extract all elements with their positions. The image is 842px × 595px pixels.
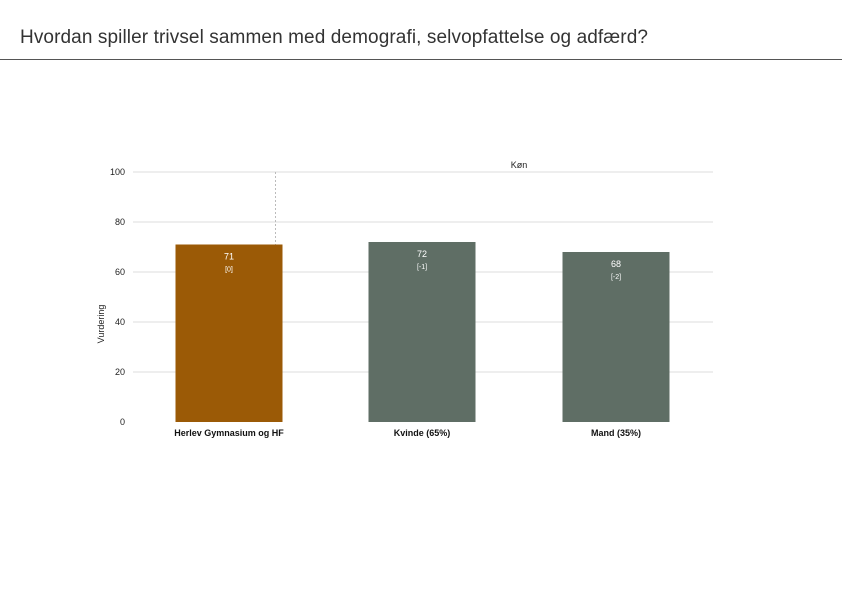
bar: [562, 252, 670, 422]
bar-diff-label: [-2]: [611, 274, 621, 281]
bar: [175, 244, 283, 422]
category-labels: Herlev Gymnasium og HF Kvinde (65%) Mand (…: [174, 428, 641, 438]
y-tick-label: 40: [115, 317, 125, 327]
y-tick-label: 0: [120, 417, 125, 427]
y-tick-label: 80: [115, 217, 125, 227]
bar-value-label: 68: [611, 259, 621, 269]
y-axis-ticks: 0 20 40 60 80 100: [110, 167, 125, 427]
category-label: Herlev Gymnasium og HF: [174, 428, 284, 438]
bar-value-label: 72: [417, 249, 427, 259]
page-title: Hvordan spiller trivsel sammen med demog…: [20, 27, 649, 48]
y-axis-title: Vurdering: [96, 305, 106, 344]
y-tick-label: 60: [115, 267, 125, 277]
title-divider: [0, 59, 842, 60]
bar-value-label: 71: [224, 252, 234, 262]
bars: [175, 242, 670, 422]
category-label: Kvinde (65%): [394, 428, 451, 438]
bar-labels: 71 [0] 72 [-1] 68 [-2]: [224, 249, 621, 281]
facet-title: Køn: [511, 160, 528, 170]
category-label: Mand (35%): [591, 428, 641, 438]
bar-diff-label: [0]: [225, 267, 233, 274]
bar: [368, 242, 476, 422]
bar-diff-label: [-1]: [417, 264, 427, 271]
y-tick-label: 100: [110, 167, 125, 177]
y-tick-label: 20: [115, 367, 125, 377]
